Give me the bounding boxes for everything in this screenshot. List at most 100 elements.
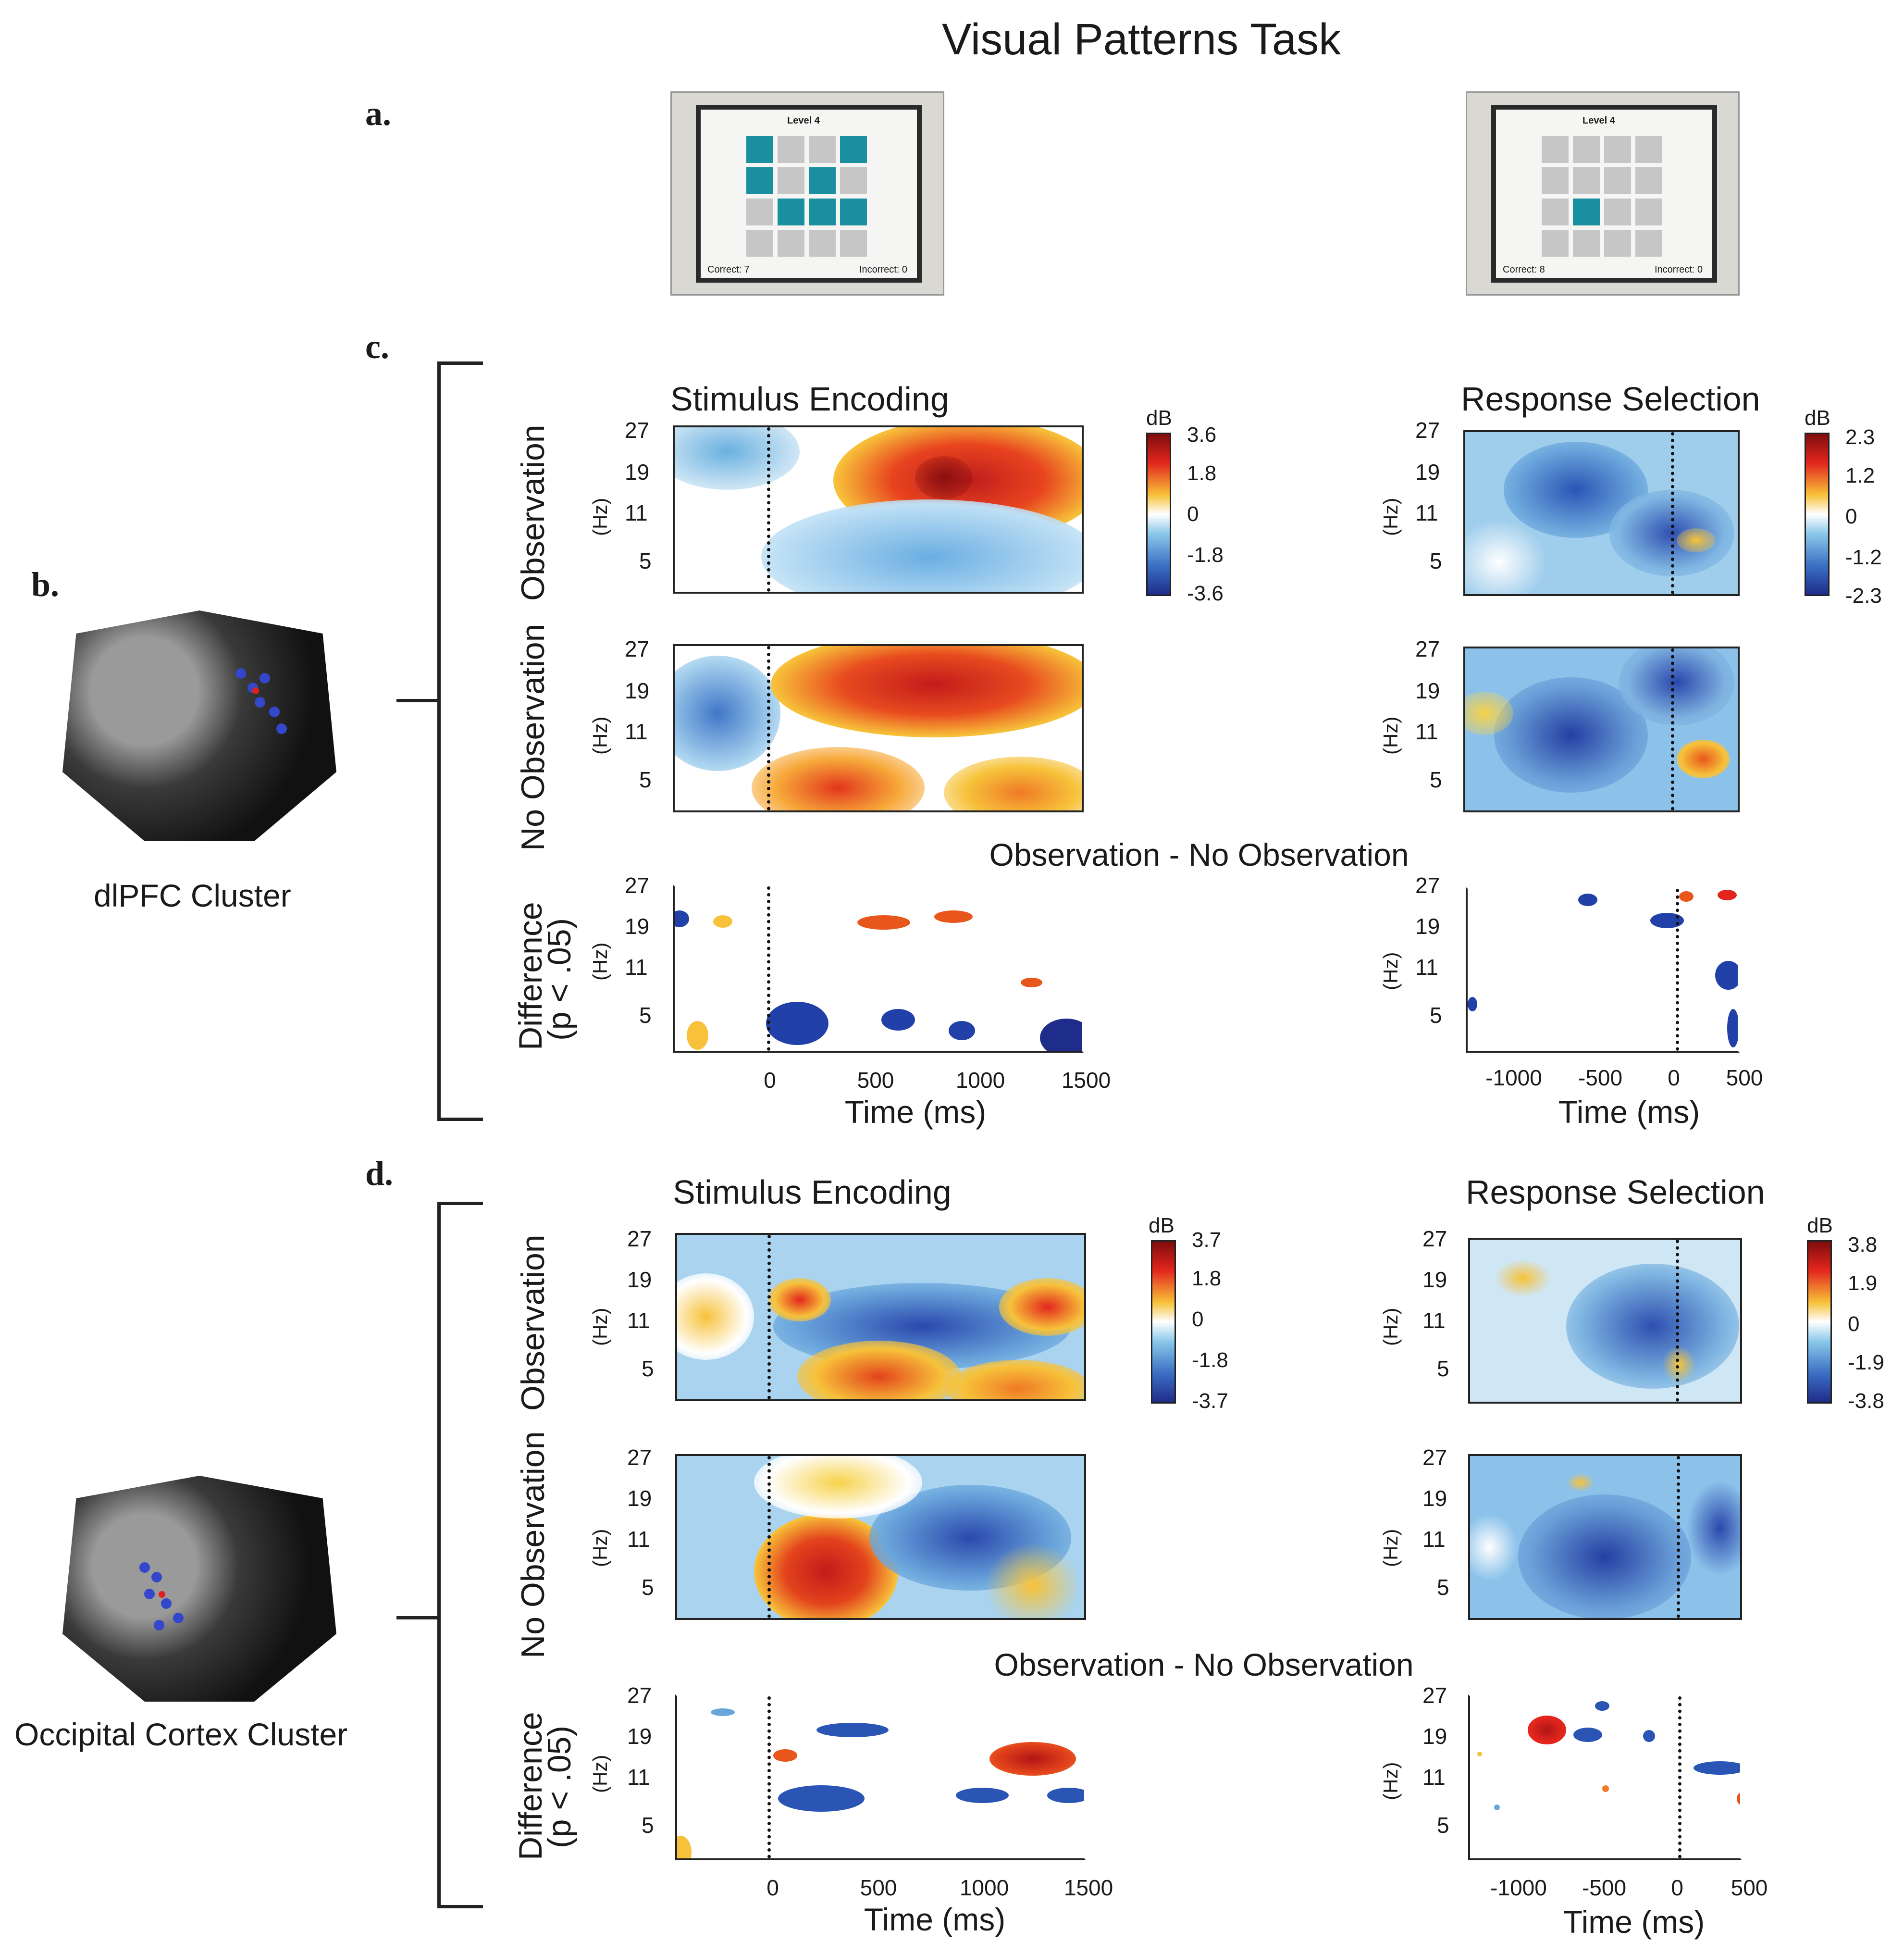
colorbar-d-response <box>1807 1240 1832 1404</box>
panel-label-d: d. <box>365 1154 394 1193</box>
hz-label: (Hz) <box>1379 1529 1402 1567</box>
colorbar-tick: 0 <box>1187 502 1199 526</box>
y-tick: 27 <box>1422 1445 1447 1470</box>
zero-line <box>1671 432 1674 594</box>
colorbar-tick: -3.6 <box>1187 582 1224 605</box>
y-tick: 27 <box>1415 873 1440 898</box>
bracket-d <box>437 1202 483 1908</box>
d-pvalue-label: (p < .05) <box>541 1725 578 1848</box>
y-tick: 27 <box>1422 1226 1447 1251</box>
x-tick: -1000 <box>1490 1875 1547 1900</box>
x-axis-label: Time (ms) <box>844 1094 987 1130</box>
hz-label: (Hz) <box>1379 1307 1402 1346</box>
task-level: Level 4 <box>787 115 820 126</box>
zero-line <box>1676 889 1679 1051</box>
x-tick: -500 <box>1578 1065 1623 1090</box>
panel-label-a: a. <box>365 94 391 133</box>
y-tick: 19 <box>627 1486 652 1511</box>
y-tick: 5 <box>639 1003 652 1028</box>
hz-label: (Hz) <box>1379 1762 1402 1800</box>
heatmap-c-encoding-observation <box>673 425 1084 594</box>
occipital-cluster-label: Occipital Cortex Cluster <box>14 1717 348 1752</box>
y-tick: 5 <box>639 548 652 573</box>
x-tick: 0 <box>764 1068 776 1093</box>
y-tick: 11 <box>625 719 648 744</box>
y-tick: 19 <box>627 1724 652 1749</box>
x-tick: 500 <box>1726 1065 1763 1090</box>
zero-line <box>767 1235 771 1399</box>
y-tick: 5 <box>1437 1575 1449 1600</box>
task-incorrect: Incorrect: 0 <box>859 264 908 275</box>
x-axis-label: Time (ms) <box>1563 1904 1705 1940</box>
y-tick: 11 <box>625 955 648 980</box>
y-tick: 5 <box>1437 1356 1449 1381</box>
x-tick: -1000 <box>1485 1065 1542 1090</box>
y-tick: 19 <box>1415 914 1440 939</box>
hz-label: (Hz) <box>589 1529 611 1567</box>
y-tick: 27 <box>627 1683 652 1708</box>
zero-line <box>767 886 770 1051</box>
colorbar-c-encoding <box>1146 433 1171 596</box>
heatmap-d-encoding-no-observation <box>675 1454 1086 1620</box>
y-tick: 5 <box>642 1813 654 1838</box>
y-tick: 19 <box>627 1267 652 1292</box>
y-tick: 27 <box>1422 1683 1447 1708</box>
brain-render-occipital <box>62 1476 336 1702</box>
y-tick: 19 <box>1422 1724 1447 1749</box>
task-correct: Correct: 7 <box>707 264 750 275</box>
colorbar-tick: -2.3 <box>1845 584 1882 608</box>
zero-line <box>1671 648 1674 810</box>
y-tick: 11 <box>625 500 648 525</box>
y-tick: 27 <box>625 636 650 661</box>
c-pvalue-label: (p < .05) <box>541 918 578 1041</box>
y-tick: 19 <box>1422 1267 1447 1292</box>
task-screen-encoding: Level 4 Correct: 7 Incorrect: 0 <box>670 91 944 296</box>
heatmap-c-encoding-difference <box>673 884 1084 1053</box>
y-tick: 19 <box>625 460 650 485</box>
y-tick: 11 <box>1422 1308 1446 1333</box>
hz-label: (Hz) <box>589 1755 611 1793</box>
colorbar-unit: dB <box>1807 1214 1833 1237</box>
colorbar-tick: -3.7 <box>1192 1389 1228 1413</box>
colorbar-tick: -1.9 <box>1848 1351 1884 1374</box>
hz-label: (Hz) <box>589 498 611 536</box>
colorbar-tick: -3.8 <box>1848 1389 1884 1413</box>
task-level: Level 4 <box>1583 115 1615 126</box>
x-tick: 500 <box>1731 1875 1768 1900</box>
y-tick: 27 <box>627 1226 652 1251</box>
heatmap-c-response-observation <box>1463 430 1740 596</box>
task-screen-response: Level 4 Correct: 8 Incorrect: 0 <box>1466 91 1740 296</box>
y-tick: 11 <box>1415 955 1438 980</box>
d-observation-label: Observation <box>515 1234 551 1411</box>
colorbar-tick: 1.8 <box>1192 1267 1222 1290</box>
x-tick: 0 <box>767 1875 779 1900</box>
colorbar-tick: 0 <box>1845 505 1857 528</box>
zero-line <box>1677 1456 1680 1618</box>
y-tick: 11 <box>627 1308 650 1333</box>
brain-render-dlpfc <box>62 610 336 841</box>
y-tick: 5 <box>1430 767 1442 792</box>
colorbar-d-encoding <box>1151 1240 1176 1404</box>
y-tick: 11 <box>627 1765 650 1790</box>
x-tick: 1000 <box>955 1068 1005 1093</box>
x-tick: 1500 <box>1061 1068 1111 1093</box>
colorbar-c-response <box>1805 433 1830 596</box>
heatmap-d-response-difference <box>1468 1694 1742 1860</box>
y-tick: 19 <box>625 914 650 939</box>
y-tick: 5 <box>1430 548 1442 573</box>
d-stimulus-encoding-title: Stimulus Encoding <box>673 1173 952 1211</box>
c-observation-label: Observation <box>515 424 551 601</box>
heatmap-c-response-no-observation <box>1463 647 1740 812</box>
y-tick: 5 <box>1437 1813 1449 1838</box>
y-tick: 19 <box>1415 678 1440 703</box>
y-tick: 11 <box>1422 1765 1446 1790</box>
hz-label: (Hz) <box>1379 498 1402 536</box>
colorbar-unit: dB <box>1146 406 1172 430</box>
colorbar-tick: -1.8 <box>1187 543 1224 567</box>
c-contrast-caption: Observation - No Observation <box>989 837 1409 872</box>
heatmap-c-response-difference <box>1466 887 1740 1053</box>
colorbar-tick: 3.6 <box>1187 423 1217 447</box>
y-tick: 11 <box>1415 500 1438 525</box>
d-contrast-caption: Observation - No Observation <box>994 1647 1414 1682</box>
x-tick: -500 <box>1582 1875 1627 1900</box>
